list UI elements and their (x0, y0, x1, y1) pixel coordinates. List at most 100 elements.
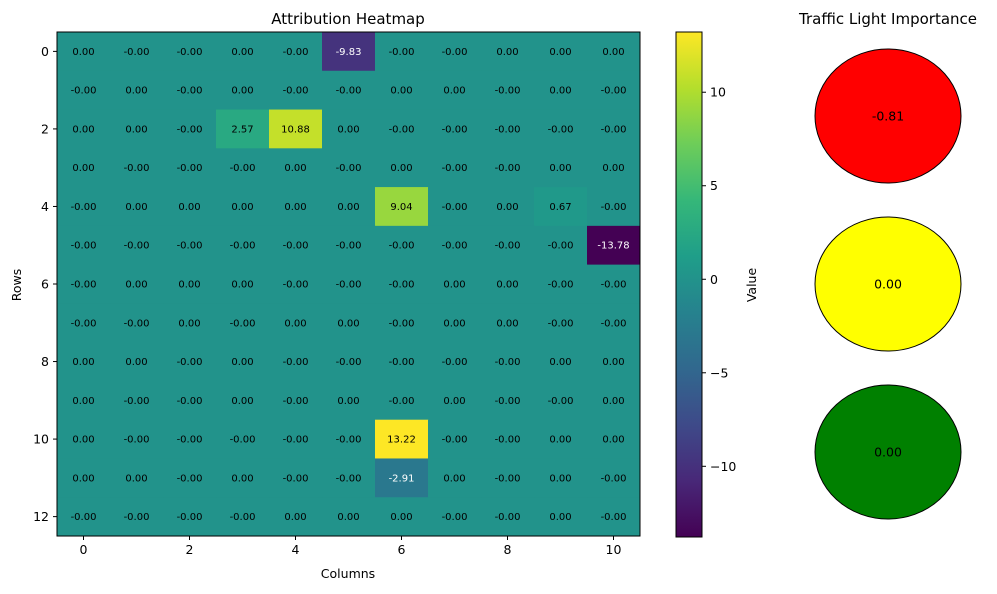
heatmap-cell (269, 32, 323, 72)
heatmap-cell (428, 342, 482, 382)
heatmap-cell (163, 419, 217, 459)
heatmap-cell-label: -0.00 (442, 241, 468, 252)
heatmap-cell-label: 0.00 (72, 357, 94, 368)
heatmap-cell-label: 0.00 (549, 163, 571, 174)
heatmap-cell (57, 32, 111, 72)
heatmap-cell-label: -0.00 (601, 124, 627, 135)
heatmap-cell (587, 458, 641, 498)
heatmap-cell-label: -0.00 (71, 512, 97, 523)
heatmap-cell-label: -0.00 (442, 47, 468, 58)
heatmap-cell-label: 0.00 (602, 163, 624, 174)
heatmap-cell (216, 70, 270, 111)
heatmap-cell-label: -0.00 (442, 357, 468, 368)
heatmap-cell-label: -0.00 (389, 47, 415, 58)
heatmap-cell-label: 0.00 (231, 396, 253, 407)
heatmap-cell-label: 0.00 (72, 396, 94, 407)
heatmap-cell-label: -0.00 (283, 280, 309, 291)
heatmap-cell-label: -0.00 (336, 280, 362, 291)
heatmap-cell (587, 32, 641, 72)
heatmap-cell-label: 0.00 (284, 512, 306, 523)
heatmap-cell-label: 0.00 (231, 357, 253, 368)
heatmap-cell-label: -0.00 (230, 318, 256, 329)
heatmap-cell-label: -0.00 (71, 318, 97, 329)
heatmap-cell-label: -0.00 (124, 241, 150, 252)
heatmap-cell-label: -0.00 (389, 318, 415, 329)
heatmap-cell (587, 303, 641, 343)
heatmap-cell (375, 32, 429, 72)
heatmap-x-axis-label: Columns (321, 566, 375, 581)
heatmap-cell-label: 0.00 (125, 280, 147, 291)
heatmap-cell-label: -0.00 (283, 473, 309, 484)
heatmap-cell-label: -0.00 (495, 163, 521, 174)
y-tick-label: 12 (33, 509, 49, 524)
heatmap-cell-label: -13.78 (597, 241, 629, 252)
heatmap-cell-label: -2.91 (389, 473, 415, 484)
heatmap-cell-label: -0.00 (177, 124, 203, 135)
heatmap-cell (269, 148, 323, 188)
heatmap-cell (322, 303, 376, 343)
heatmap-cell (216, 225, 270, 266)
heatmap-cell (110, 225, 164, 266)
heatmap-cell-label: -0.00 (495, 124, 521, 135)
heatmap-cell (534, 70, 588, 111)
heatmap-cell (375, 70, 429, 111)
y-tick-label: 4 (41, 199, 49, 214)
heatmap-cell (428, 225, 482, 266)
heatmap-cell (322, 264, 376, 304)
heatmap-cell-label: 0.00 (284, 163, 306, 174)
heatmap-cell-label: 0.00 (231, 280, 253, 291)
heatmap-cell (322, 187, 376, 227)
heatmap-cell-label: 0.00 (72, 47, 94, 58)
heatmap-cell-label: 0.00 (125, 357, 147, 368)
heatmap-cell-label: 0.00 (231, 47, 253, 58)
heatmap-cell (322, 225, 376, 266)
heatmap-cell (534, 497, 588, 537)
heatmap-cell (587, 148, 641, 188)
heatmap-cell (57, 342, 111, 382)
heatmap-cell-label: -0.00 (336, 86, 362, 97)
heatmap-cell (57, 380, 111, 421)
heatmap-cell-label: -0.00 (336, 435, 362, 446)
heatmap-cell (216, 458, 270, 498)
heatmap-y-axis-label: Rows (9, 269, 24, 302)
heatmap-cell-label: 0.00 (231, 473, 253, 484)
heatmap-cell (587, 225, 641, 266)
heatmap-cell (428, 148, 482, 188)
heatmap-cell-label: -0.00 (442, 512, 468, 523)
heatmap-x-ticks: 0 2 4 6 8 10 (80, 536, 621, 557)
heatmap-cell-label: 0.00 (496, 47, 518, 58)
heatmap-cell (481, 497, 535, 537)
heatmap-cell-label: 0.00 (549, 435, 571, 446)
heatmap-cell (534, 225, 588, 266)
heatmap-cell (57, 497, 111, 537)
heatmap-cell (163, 342, 217, 382)
heatmap-cell-labels: 0.00 -0.00 -0.00 0.00 -0.00 -9.83 -0.00 -0.00 0.… (71, 47, 630, 523)
heatmap-cell (534, 187, 588, 227)
colorbar-ticks: 10 5 0 −5 −10 (702, 85, 736, 474)
heatmap-cell (587, 342, 641, 382)
heatmap-cell (481, 225, 535, 266)
heatmap-cell-label: -0.00 (177, 163, 203, 174)
heatmap-cell (481, 70, 535, 111)
heatmap-cell-label: 0.00 (231, 86, 253, 97)
heatmap-cell (216, 497, 270, 537)
heatmap-cell (428, 70, 482, 111)
heatmap-cell-label: 0.00 (549, 86, 571, 97)
heatmap-cell (534, 32, 588, 72)
heatmap-title: Attribution Heatmap (271, 10, 425, 28)
heatmap-cell (216, 264, 270, 304)
heatmap-cell-label: -0.00 (495, 86, 521, 97)
heatmap-cell (534, 109, 588, 149)
heatmap-cell (322, 148, 376, 188)
heatmap-cell (587, 187, 641, 227)
heatmap-cell-label: -0.00 (177, 512, 203, 523)
heatmap-cell (110, 70, 164, 111)
heatmap-cell-label: 0.00 (496, 280, 518, 291)
heatmap-cell-label: -0.00 (283, 357, 309, 368)
y-tick-label: 10 (33, 432, 49, 447)
heatmap-cell (322, 458, 376, 498)
colorbar-tick-label: 5 (710, 178, 718, 193)
heatmap-cells (57, 32, 641, 537)
heatmap-cell (269, 303, 323, 343)
heatmap-cell (428, 303, 482, 343)
